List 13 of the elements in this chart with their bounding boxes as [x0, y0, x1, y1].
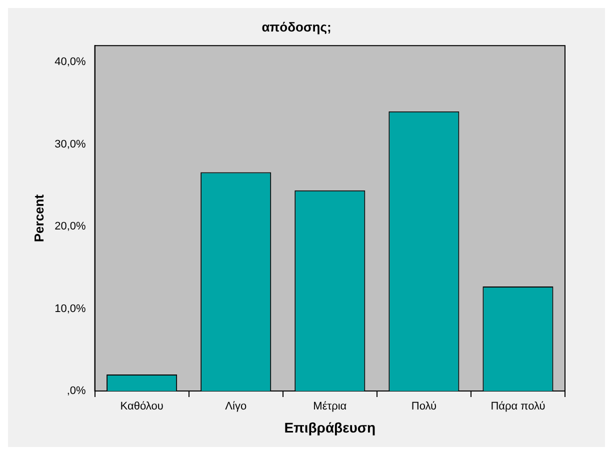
- y-tick-label: 20,0%: [54, 220, 86, 233]
- x-tick-label: Πάρα πολύ: [490, 400, 546, 413]
- x-tick-label: Πολύ: [411, 400, 436, 413]
- x-tick-label: Καθόλου: [120, 400, 164, 413]
- y-tick-label: ,0%: [66, 385, 86, 398]
- x-axis-title: Επιβράβευση: [284, 419, 376, 436]
- x-tick-label: Μέτρια: [313, 400, 348, 413]
- y-tick-label: 30,0%: [54, 138, 86, 150]
- chart-title: απόδοσης;: [262, 19, 332, 34]
- y-axis-title: Percent: [31, 194, 46, 242]
- y-tick-label: 40,0%: [54, 56, 86, 68]
- y-tick-label: 10,0%: [54, 302, 86, 315]
- x-tick-label: Λίγο: [225, 400, 247, 413]
